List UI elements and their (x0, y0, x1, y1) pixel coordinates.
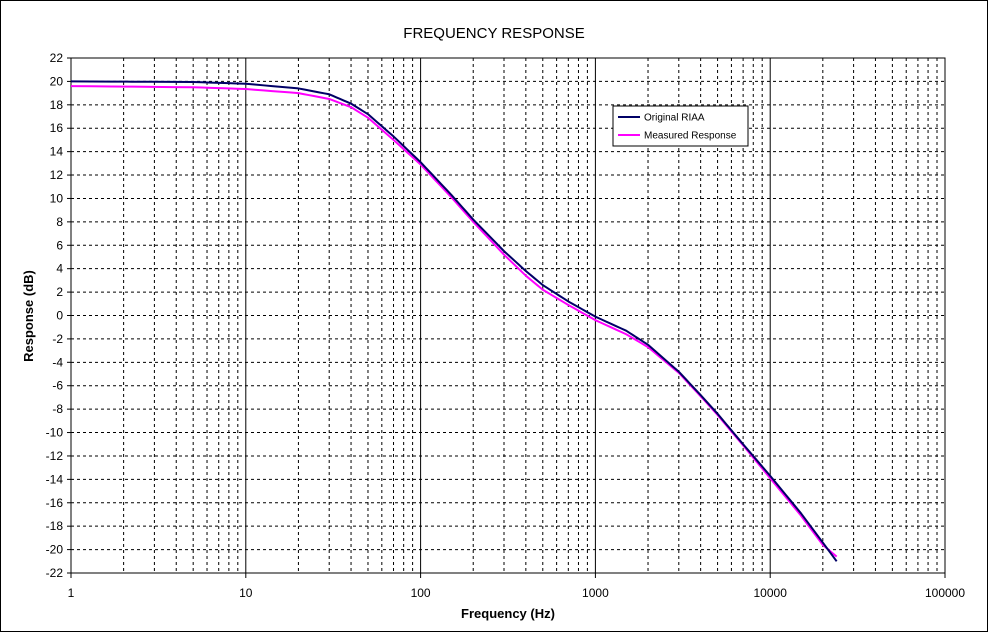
y-tick-label: 20 (50, 74, 64, 88)
y-tick-label: 18 (50, 98, 64, 112)
y-tick-label: -20 (46, 543, 64, 557)
legend-entry: Original RIAA (644, 113, 705, 124)
y-tick-label: -18 (46, 519, 64, 533)
y-tick-label: -16 (46, 496, 64, 510)
y-tick-label: 8 (56, 215, 63, 229)
y-tick-label: 14 (50, 145, 64, 159)
ticks-layer: 2220181614121086420-2-4-6-8-10-12-14-16-… (46, 51, 966, 600)
x-tick-label: 10000 (754, 586, 788, 600)
y-tick-label: 22 (50, 51, 64, 65)
y-tick-label: 6 (56, 238, 63, 252)
x-tick-label: 100 (411, 586, 431, 600)
plot-area (71, 58, 945, 573)
x-tick-label: 100000 (925, 586, 965, 600)
legend: Original RIAA Measured Response (612, 105, 749, 147)
series-line-original-riaa (70, 80, 838, 562)
y-tick-label: 4 (56, 262, 63, 276)
y-tick-label: 2 (56, 285, 63, 299)
y-tick-label: 12 (50, 168, 64, 182)
legend-entry: Measured Response (644, 131, 737, 142)
grid-layer (70, 57, 946, 574)
chart-title: FREQUENCY RESPONSE (403, 25, 584, 42)
x-tick-label: 1000 (582, 586, 609, 600)
y-tick-label: 16 (50, 121, 64, 135)
x-tick-label: 1 (68, 586, 75, 600)
legend-box (612, 105, 749, 147)
y-tick-label: -2 (52, 332, 63, 346)
y-tick-label: 0 (56, 309, 63, 323)
x-tick-label: 10 (239, 586, 253, 600)
series-layer (70, 80, 838, 562)
y-tick-label: -22 (46, 566, 64, 580)
y-tick-label: -12 (46, 449, 64, 463)
y-tick-label: -14 (46, 472, 64, 486)
y-tick-label: 10 (50, 191, 64, 205)
y-axis-label: Response (dB) (21, 270, 36, 362)
x-axis-label: Frequency (Hz) (461, 606, 555, 621)
y-tick-label: -6 (52, 379, 63, 393)
y-tick-label: -10 (46, 426, 64, 440)
y-tick-label: -8 (52, 402, 63, 416)
y-tick-label: -4 (52, 355, 63, 369)
